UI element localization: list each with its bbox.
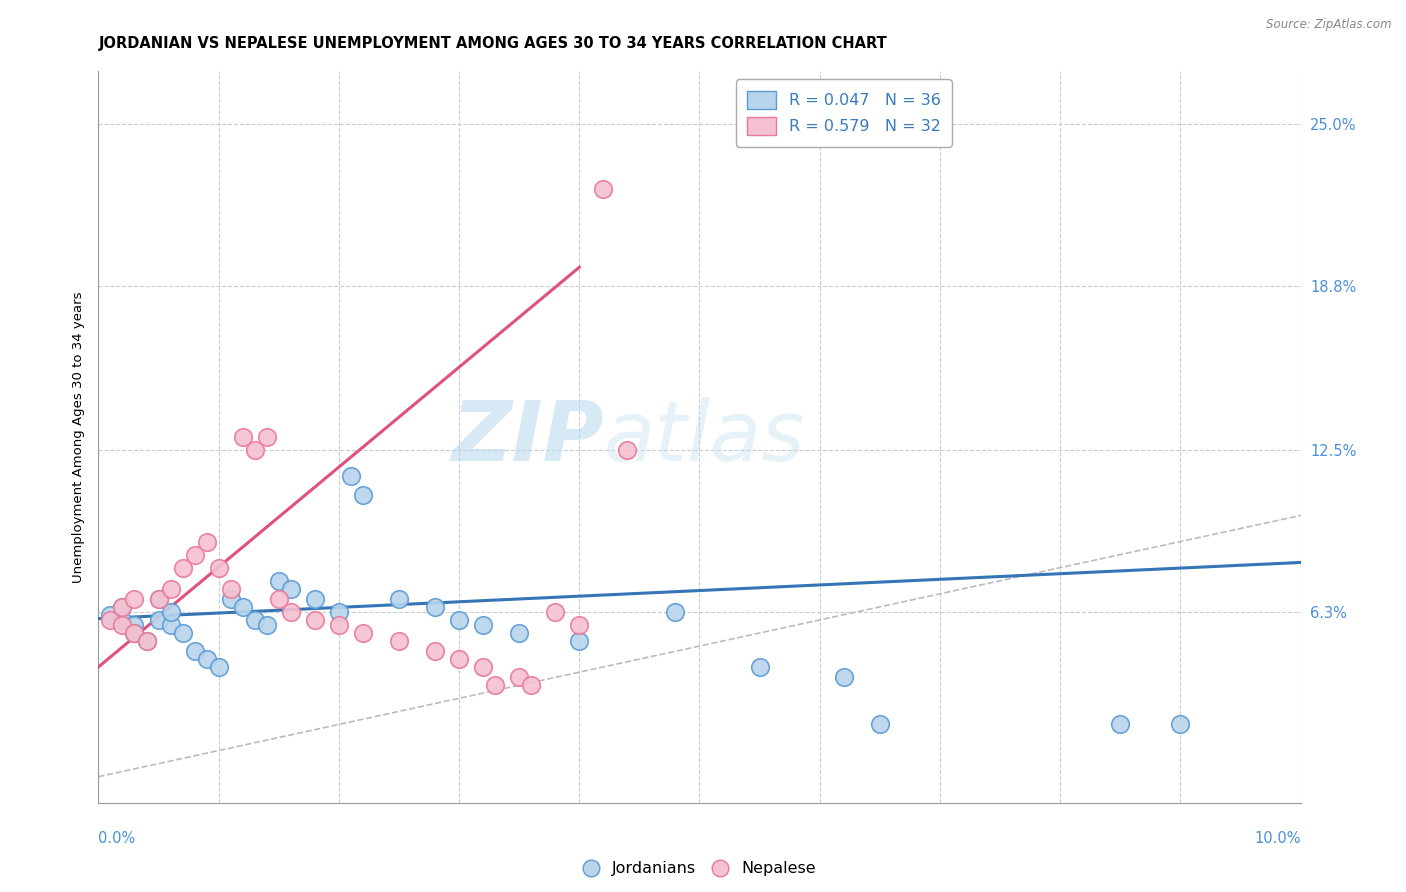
Point — [256, 430, 278, 444]
Point — [100, 613, 122, 627]
Point — [568, 633, 591, 648]
Text: 0.0%: 0.0% — [98, 831, 135, 846]
Point — [352, 626, 374, 640]
Point — [135, 633, 157, 648]
Text: atlas: atlas — [603, 397, 806, 477]
Point — [280, 582, 302, 596]
Point — [148, 592, 170, 607]
Point — [219, 582, 242, 596]
Point — [1109, 717, 1132, 731]
Point — [616, 443, 638, 458]
Point — [243, 613, 266, 627]
Point — [124, 626, 146, 640]
Point — [267, 592, 290, 607]
Point — [280, 605, 302, 619]
Point — [568, 618, 591, 632]
Point — [328, 605, 350, 619]
Point — [472, 618, 495, 632]
Point — [508, 670, 530, 684]
Point — [124, 618, 146, 632]
Point — [232, 430, 254, 444]
Point — [124, 592, 146, 607]
Point — [447, 652, 470, 666]
Point — [328, 618, 350, 632]
Point — [219, 592, 242, 607]
Point — [352, 487, 374, 501]
Point — [172, 560, 194, 574]
Y-axis label: Unemployment Among Ages 30 to 34 years: Unemployment Among Ages 30 to 34 years — [72, 292, 84, 582]
Point — [183, 548, 205, 562]
Text: ZIP: ZIP — [451, 397, 603, 477]
Point — [100, 607, 122, 622]
Point — [304, 592, 326, 607]
Point — [195, 652, 218, 666]
Point — [520, 678, 543, 692]
Point — [232, 599, 254, 614]
Point — [388, 592, 411, 607]
Point — [256, 618, 278, 632]
Point — [111, 613, 134, 627]
Point — [388, 633, 411, 648]
Point — [111, 599, 134, 614]
Point — [592, 182, 614, 196]
Point — [183, 644, 205, 658]
Point — [748, 660, 770, 674]
Point — [472, 660, 495, 674]
Point — [1170, 717, 1192, 731]
Point — [447, 613, 470, 627]
Point — [148, 613, 170, 627]
Point — [243, 443, 266, 458]
Point — [148, 592, 170, 607]
Point — [664, 605, 686, 619]
Point — [544, 605, 567, 619]
Text: Source: ZipAtlas.com: Source: ZipAtlas.com — [1267, 18, 1392, 31]
Point — [508, 626, 530, 640]
Point — [267, 574, 290, 588]
Point — [423, 644, 446, 658]
Point — [869, 717, 891, 731]
Legend: Jordanians, Nepalese: Jordanians, Nepalese — [576, 855, 823, 882]
Point — [208, 660, 231, 674]
Point — [304, 613, 326, 627]
Point — [423, 599, 446, 614]
Text: JORDANIAN VS NEPALESE UNEMPLOYMENT AMONG AGES 30 TO 34 YEARS CORRELATION CHART: JORDANIAN VS NEPALESE UNEMPLOYMENT AMONG… — [98, 36, 887, 51]
Text: 10.0%: 10.0% — [1254, 831, 1301, 846]
Point — [484, 678, 506, 692]
Point — [159, 605, 181, 619]
Point — [111, 618, 134, 632]
Point — [208, 560, 231, 574]
Point — [172, 626, 194, 640]
Point — [124, 626, 146, 640]
Point — [111, 599, 134, 614]
Point — [135, 633, 157, 648]
Point — [159, 618, 181, 632]
Point — [340, 469, 363, 483]
Point — [159, 582, 181, 596]
Point — [195, 534, 218, 549]
Point — [832, 670, 855, 684]
